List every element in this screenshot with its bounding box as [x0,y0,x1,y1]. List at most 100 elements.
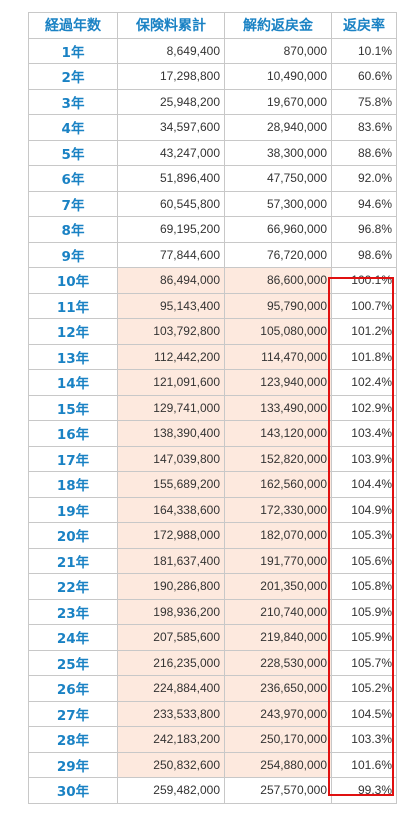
table-row: 5年 43,247,000 38,300,000 88.6% [28,139,397,166]
premium-cell: 155,689,200 [117,471,225,498]
premium-cell: 216,235,000 [117,649,225,676]
rate-cell: 103.4% [331,420,397,447]
year-cell: 25年 [28,649,118,676]
year-cell: 22年 [28,573,118,600]
table-row: 21年 181,637,400 191,770,000 105.6% [28,547,397,574]
refund-cell: 254,880,000 [224,751,332,778]
rate-cell: 105.3% [331,522,397,549]
year-cell: 2年 [28,63,118,90]
table-body: 1年 8,649,400 870,000 10.1% 2年 17,298,800 10,49… [28,37,397,804]
refund-cell: 38,300,000 [224,139,332,166]
premium-cell: 164,338,600 [117,496,225,523]
refund-cell: 19,670,000 [224,88,332,115]
year-cell: 15年 [28,394,118,421]
rate-cell: 103.9% [331,445,397,472]
rate-cell: 98.6% [331,241,397,268]
year-cell: 10年 [28,267,118,294]
table-row: 8年 69,195,200 66,960,000 96.8% [28,216,397,243]
table-row: 20年 172,988,000 182,070,000 105.3% [28,522,397,549]
refund-cell: 10,490,000 [224,63,332,90]
refund-cell: 114,470,000 [224,343,332,370]
refund-cell: 191,770,000 [224,547,332,574]
rate-cell: 105.9% [331,624,397,651]
rate-cell: 10.1% [331,37,397,64]
table-row: 2年 17,298,800 10,490,000 60.6% [28,63,397,90]
table-row: 12年 103,792,800 105,080,000 101.2% [28,318,397,345]
header-elapsed-years: 経過年数 [28,12,118,39]
rate-cell: 100.1% [331,267,397,294]
refund-cell: 201,350,000 [224,573,332,600]
refund-rate-table: 経過年数 保険料累計 解約返戻金 返戻率 1年 8,649,400 870,000 1… [28,12,397,804]
table-row: 6年 51,896,400 47,750,000 92.0% [28,165,397,192]
premium-cell: 43,247,000 [117,139,225,166]
rate-cell: 105.8% [331,573,397,600]
refund-cell: 28,940,000 [224,114,332,141]
refund-cell: 243,970,000 [224,700,332,727]
premium-cell: 190,286,800 [117,573,225,600]
premium-cell: 112,442,200 [117,343,225,370]
refund-cell: 210,740,000 [224,598,332,625]
year-cell: 21年 [28,547,118,574]
year-cell: 11年 [28,292,118,319]
table-row: 30年 259,482,000 257,570,000 99.3% [28,777,397,804]
premium-cell: 8,649,400 [117,37,225,64]
table-row: 13年 112,442,200 114,470,000 101.8% [28,343,397,370]
year-cell: 3年 [28,88,118,115]
refund-cell: 219,840,000 [224,624,332,651]
premium-cell: 259,482,000 [117,777,225,804]
refund-cell: 95,790,000 [224,292,332,319]
rate-cell: 101.2% [331,318,397,345]
premium-cell: 95,143,400 [117,292,225,319]
year-cell: 17年 [28,445,118,472]
rate-cell: 104.4% [331,471,397,498]
table-row: 27年 233,533,800 243,970,000 104.5% [28,700,397,727]
rate-cell: 88.6% [331,139,397,166]
refund-cell: 133,490,000 [224,394,332,421]
table-header-row: 経過年数 保険料累計 解約返戻金 返戻率 [28,12,397,39]
year-cell: 16年 [28,420,118,447]
table-row: 3年 25,948,200 19,670,000 75.8% [28,88,397,115]
refund-cell: 182,070,000 [224,522,332,549]
table-row: 17年 147,039,800 152,820,000 103.9% [28,445,397,472]
refund-cell: 250,170,000 [224,726,332,753]
refund-cell: 870,000 [224,37,332,64]
table-row: 18年 155,689,200 162,560,000 104.4% [28,471,397,498]
premium-cell: 121,091,600 [117,369,225,396]
premium-cell: 233,533,800 [117,700,225,727]
year-cell: 4年 [28,114,118,141]
refund-cell: 76,720,000 [224,241,332,268]
table-row: 24年 207,585,600 219,840,000 105.9% [28,624,397,651]
premium-cell: 34,597,600 [117,114,225,141]
rate-cell: 104.5% [331,700,397,727]
refund-cell: 86,600,000 [224,267,332,294]
premium-cell: 172,988,000 [117,522,225,549]
premium-cell: 242,183,200 [117,726,225,753]
table-row: 9年 77,844,600 76,720,000 98.6% [28,241,397,268]
premium-cell: 69,195,200 [117,216,225,243]
year-cell: 6年 [28,165,118,192]
premium-cell: 17,298,800 [117,63,225,90]
premium-cell: 198,936,200 [117,598,225,625]
table-row: 19年 164,338,600 172,330,000 104.9% [28,496,397,523]
header-refund-rate: 返戻率 [331,12,397,39]
premium-cell: 129,741,000 [117,394,225,421]
rate-cell: 103.3% [331,726,397,753]
year-cell: 23年 [28,598,118,625]
year-cell: 9年 [28,241,118,268]
year-cell: 12年 [28,318,118,345]
rate-cell: 96.8% [331,216,397,243]
rate-cell: 102.4% [331,369,397,396]
year-cell: 13年 [28,343,118,370]
refund-cell: 123,940,000 [224,369,332,396]
refund-cell: 105,080,000 [224,318,332,345]
table-row: 29年 250,832,600 254,880,000 101.6% [28,751,397,778]
table-row: 11年 95,143,400 95,790,000 100.7% [28,292,397,319]
rate-cell: 92.0% [331,165,397,192]
year-cell: 1年 [28,37,118,64]
premium-cell: 138,390,400 [117,420,225,447]
premium-cell: 250,832,600 [117,751,225,778]
refund-cell: 143,120,000 [224,420,332,447]
rate-cell: 105.2% [331,675,397,702]
table-row: 7年 60,545,800 57,300,000 94.6% [28,190,397,217]
refund-cell: 172,330,000 [224,496,332,523]
